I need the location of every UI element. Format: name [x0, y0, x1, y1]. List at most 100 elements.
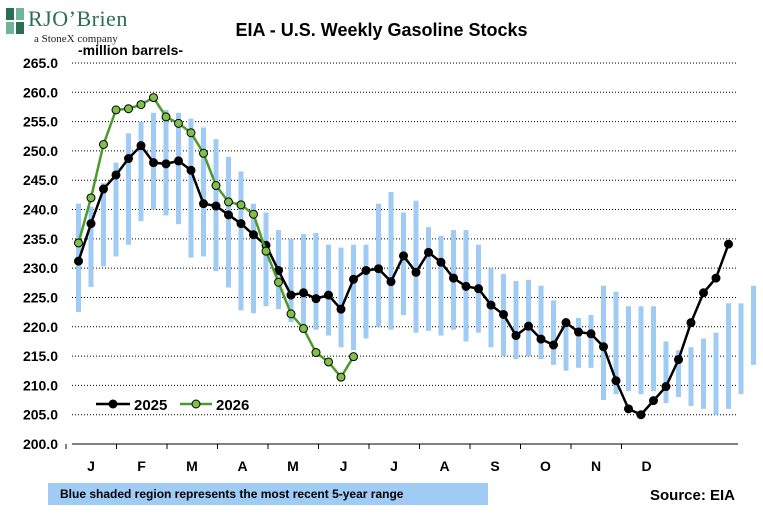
series-2025-point [286, 290, 296, 300]
series-2026-point [186, 128, 196, 138]
series-lines [74, 93, 733, 420]
company-logo: RJO’Brien a StoneX company [4, 4, 154, 48]
series-2025-point [161, 159, 171, 169]
series-2025-point [461, 281, 471, 291]
range-bar [351, 244, 356, 351]
y-tick-label: 260.0 [23, 84, 58, 100]
range-bar [726, 303, 731, 409]
series-2025-point [661, 382, 671, 392]
range-bar [126, 133, 131, 245]
series-2025-point [399, 251, 408, 261]
y-tick-label: 220.0 [23, 319, 58, 335]
series-2026-point [236, 200, 246, 210]
series-2026-point [249, 209, 258, 219]
range-bar [226, 156, 231, 288]
x-tick-label: M [287, 458, 299, 474]
y-tick-label: 265.0 [23, 55, 58, 71]
series-2026-point [324, 357, 333, 367]
x-tick-label: N [591, 458, 601, 474]
series-2026-point [286, 309, 296, 319]
x-tick-label: A [439, 458, 449, 474]
series-2025-point [599, 342, 608, 352]
series-2025-point [299, 288, 308, 298]
series-2025-point [99, 184, 108, 194]
logo-mark-icon [6, 8, 24, 34]
series-2025-point [424, 247, 433, 257]
range-bar [713, 332, 719, 415]
series-2025-point [336, 304, 346, 314]
series-2025-point [474, 284, 483, 294]
x-tick-label: F [137, 458, 146, 474]
legend-2026-marker [191, 399, 201, 409]
range-bar [588, 315, 594, 368]
series-2025-point [249, 230, 258, 240]
series-2026-point [136, 100, 146, 110]
range-bar [513, 281, 519, 360]
series-2025-point [349, 274, 358, 284]
y-tick-label: 230.0 [23, 260, 58, 276]
range-bar [526, 279, 531, 357]
range-bar [176, 112, 181, 225]
series-2026-point [299, 324, 308, 334]
series-2025-point [536, 334, 546, 344]
range-bar [263, 212, 269, 307]
five-year-range-bars [76, 109, 756, 415]
series-2026-point [199, 148, 208, 158]
range-bar [688, 347, 694, 406]
series-2025-point [449, 273, 458, 283]
series-2026-point [224, 197, 233, 207]
series-2026-point [111, 105, 121, 115]
range-bar [313, 232, 319, 330]
range-bar [438, 235, 444, 336]
range-bar [651, 306, 656, 392]
series-2025-point [724, 239, 733, 249]
legend-2026-label: 2026 [216, 397, 249, 414]
range-bar [363, 244, 369, 339]
range-bar [288, 238, 294, 323]
x-tick-label: M [186, 458, 198, 474]
series-2026-point [261, 246, 271, 256]
range-bar [663, 341, 669, 403]
series-2025-point [574, 327, 583, 337]
series-2025-point [174, 156, 183, 166]
series-2025-point [149, 158, 158, 168]
series-2025-point [324, 290, 333, 300]
x-tick-label: A [237, 458, 247, 474]
range-bar [138, 121, 144, 222]
series-2025-point [486, 300, 496, 310]
series-2025-point [386, 277, 396, 287]
y-tick-label: 255.0 [23, 114, 58, 130]
series-2025-point [124, 154, 133, 164]
series-2025-point [686, 318, 696, 328]
series-2025-point [636, 410, 646, 420]
series-2025-point [711, 273, 721, 283]
y-axis-label: -million barrels- [78, 42, 184, 58]
series-2025-point [74, 256, 83, 266]
range-bar [201, 127, 206, 257]
series-2025-point [86, 219, 96, 229]
range-bar [701, 338, 706, 409]
x-tick-label: D [641, 458, 651, 474]
series-2025-point [524, 321, 533, 331]
legend-2025-label: 2025 [134, 397, 167, 414]
series-2025-point [624, 404, 633, 414]
series-2026-point [174, 118, 183, 128]
series-2025-point [236, 219, 246, 229]
range-bar [638, 306, 644, 395]
series-2025-point [499, 309, 508, 319]
y-tick-label: 205.0 [23, 407, 58, 423]
logo-subtitle: a StoneX company [34, 33, 118, 45]
x-tick-label: J [390, 458, 398, 474]
x-tick-label: O [540, 458, 551, 474]
range-bar [426, 227, 431, 331]
series-2026-point [311, 348, 321, 358]
series-2025-point [224, 210, 233, 220]
series-2026-point [149, 93, 158, 103]
series-2025-point [374, 264, 383, 274]
y-tick-label: 245.0 [23, 172, 58, 188]
series-2025-point [361, 265, 371, 275]
range-bar [326, 244, 331, 336]
y-tick-label: 200.0 [23, 436, 58, 452]
series-2025-point [549, 340, 558, 350]
